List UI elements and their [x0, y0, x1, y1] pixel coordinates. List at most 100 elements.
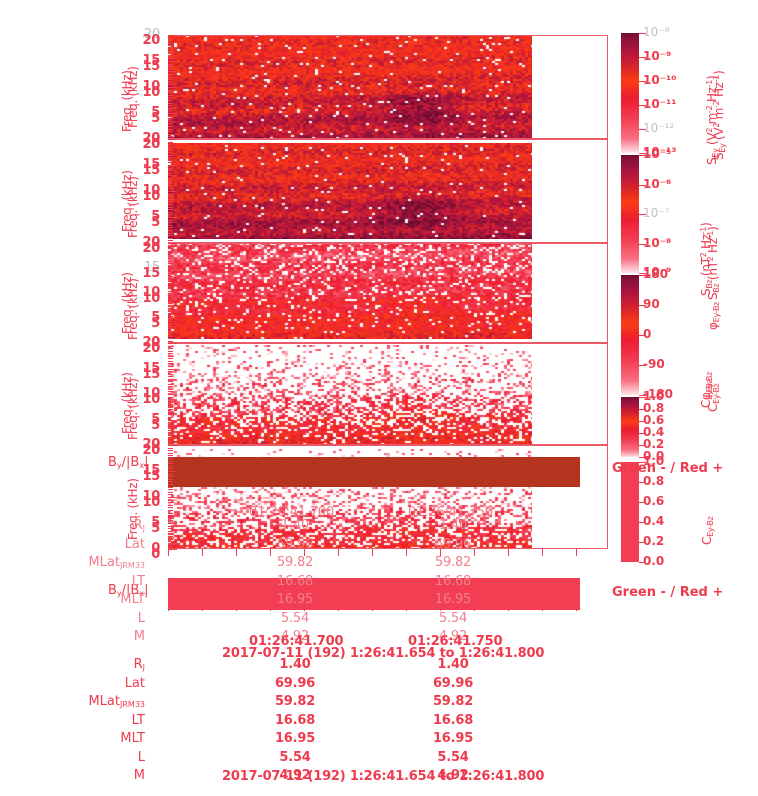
- coherence-colorbar-lower: [621, 462, 639, 562]
- axis-tick: [168, 152, 173, 153]
- colorbar-tick-label: 0.6: [643, 413, 665, 427]
- axis-tick: [168, 303, 173, 304]
- y-tick-label-duplicate: 15: [142, 469, 161, 484]
- axis-tick: [168, 235, 173, 237]
- colorbar-tick-label: 0: [643, 327, 652, 341]
- axis-tick: [168, 318, 177, 319]
- axis-tick: [168, 185, 173, 187]
- y-tick-label-duplicate: 15: [142, 366, 161, 382]
- colorbar-tick: [639, 445, 646, 446]
- y-tick-label: 10: [142, 489, 161, 504]
- axis-tick: [168, 71, 173, 73]
- axis-tick: [168, 94, 173, 96]
- colorbar-tick-label: 180: [643, 267, 669, 281]
- time-axis-tick: [304, 549, 305, 556]
- time-axis-tick: [576, 604, 577, 611]
- colorbar-tick-label: 90: [643, 297, 660, 311]
- y-tick-label: 5: [151, 515, 160, 530]
- axis-tick: [168, 149, 173, 151]
- y-tick-label-duplicate: 5: [151, 215, 160, 230]
- axis-tick: [168, 139, 177, 140]
- colorbar-tick-label: 10⁻⁸: [643, 25, 670, 39]
- metadata-upper-value: 16.95: [276, 592, 314, 607]
- axis-tick: [168, 368, 177, 370]
- y-tick-label: 0: [151, 541, 160, 556]
- metadata-lower-row-label: MLT: [120, 731, 145, 746]
- metadata-upper-value: 5.54: [280, 610, 310, 626]
- axis-tick: [168, 399, 173, 401]
- axis-tick: [168, 89, 173, 91]
- axis-tick: [168, 167, 173, 169]
- colorbar-tick: [639, 57, 646, 58]
- axis-tick: [168, 476, 173, 478]
- axis-tick: [168, 258, 173, 259]
- axis-tick: [168, 409, 173, 411]
- axis-tick: [168, 481, 173, 483]
- axis-tick: [168, 175, 173, 177]
- panel-frame-1: [168, 35, 608, 139]
- colorbar-tick-label: 10⁻¹²: [643, 121, 675, 135]
- metadata-lower-row-label: MLatJRM33: [88, 694, 145, 709]
- axis-tick: [168, 35, 177, 36]
- axis-tick: [168, 305, 173, 307]
- panel-frame-5: [168, 445, 608, 549]
- colorbar-tick: [639, 129, 646, 130]
- axis-tick: [168, 74, 173, 75]
- y-tick-label-duplicate: 0: [151, 547, 160, 562]
- axis-tick: [168, 280, 173, 282]
- metadata-lower-row-label: LT: [131, 712, 145, 728]
- y-tick-label: 5: [151, 209, 160, 224]
- y-tick-label-duplicate: 5: [151, 417, 160, 433]
- axis-tick: [168, 528, 173, 530]
- axis-tick: [168, 102, 173, 104]
- axis-tick: [168, 504, 173, 506]
- axis-tick: [168, 232, 173, 234]
- colorbar-tick-label: 0.4: [643, 514, 665, 528]
- axis-tick: [168, 424, 173, 426]
- axis-tick: [168, 144, 173, 146]
- axis-tick: [168, 214, 173, 216]
- axis-tick: [168, 209, 173, 211]
- axis-tick: [168, 391, 173, 393]
- colorbar-tick-label: 10⁻¹¹: [643, 97, 677, 111]
- axis-tick: [168, 250, 173, 252]
- colorbar-tick: [639, 433, 646, 434]
- y-tick-label: 10: [142, 183, 161, 198]
- axis-tick: [168, 76, 173, 78]
- axis-tick: [168, 406, 173, 408]
- axis-tick: [168, 471, 177, 472]
- polarization-solid-band-lower: [168, 578, 580, 610]
- axis-tick: [168, 313, 173, 314]
- y-tick-label: 20: [142, 235, 161, 250]
- colorbar-tick: [639, 275, 646, 276]
- colorbar-tick: [639, 335, 646, 336]
- y-tick-label-duplicate: 5: [151, 316, 160, 331]
- axis-tick: [168, 353, 173, 355]
- metadata-lower-value: 16.68: [432, 712, 474, 728]
- colorbar-tick-label: 0.8: [643, 474, 665, 488]
- axis-tick: [168, 437, 173, 439]
- axis-tick: [168, 115, 173, 117]
- colorbar-tick-label: 10⁻⁵: [643, 147, 672, 161]
- colorbar-tick: [639, 81, 646, 82]
- time-axis-tick: [440, 604, 441, 611]
- time-axis-tick: [202, 549, 203, 556]
- axis-tick: [168, 507, 173, 509]
- axis-tick: [168, 136, 173, 138]
- time-axis-tick: [236, 604, 237, 611]
- metadata-upper-row-label: L: [137, 610, 145, 626]
- axis-tick: [168, 350, 173, 352]
- time-axis-tick: [270, 604, 271, 611]
- axis-tick: [168, 310, 173, 312]
- y-tick-label-duplicate: 20: [142, 443, 161, 458]
- colorbar-tick-label: 10⁻¹⁰: [643, 73, 677, 87]
- electric-spectral-density-colorbar: [621, 33, 639, 153]
- axis-tick: [168, 133, 173, 135]
- metadata-upper-value: 1.40: [438, 518, 468, 533]
- colorbar-tick: [639, 214, 646, 215]
- colorbar-tick: [639, 522, 646, 523]
- axis-tick: [168, 188, 173, 190]
- axis-tick: [168, 533, 173, 535]
- polarization-axis-label: By/|Bx|: [108, 455, 149, 470]
- axis-tick: [168, 191, 177, 192]
